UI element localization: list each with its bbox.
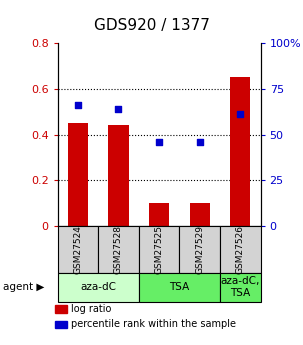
Text: aza-dC,
TSA: aza-dC, TSA bbox=[221, 276, 260, 298]
Text: TSA: TSA bbox=[169, 282, 189, 292]
Text: GDS920 / 1377: GDS920 / 1377 bbox=[94, 18, 209, 33]
Text: agent ▶: agent ▶ bbox=[3, 282, 45, 292]
Point bbox=[116, 106, 121, 112]
Bar bbox=[230, 77, 251, 226]
Point bbox=[157, 139, 161, 145]
Text: GSM27525: GSM27525 bbox=[155, 225, 164, 274]
Point bbox=[75, 102, 80, 108]
Bar bbox=[68, 123, 88, 226]
Bar bbox=[108, 125, 129, 226]
Text: percentile rank within the sample: percentile rank within the sample bbox=[71, 319, 236, 329]
Text: log ratio: log ratio bbox=[71, 304, 112, 314]
Bar bbox=[149, 203, 169, 226]
Point bbox=[238, 112, 243, 117]
Point bbox=[197, 139, 202, 145]
Text: GSM27526: GSM27526 bbox=[236, 225, 245, 274]
Text: GSM27524: GSM27524 bbox=[73, 225, 82, 274]
Text: GSM27529: GSM27529 bbox=[195, 225, 204, 274]
Bar bbox=[190, 203, 210, 226]
Text: GSM27528: GSM27528 bbox=[114, 225, 123, 274]
Text: aza-dC: aza-dC bbox=[80, 282, 116, 292]
